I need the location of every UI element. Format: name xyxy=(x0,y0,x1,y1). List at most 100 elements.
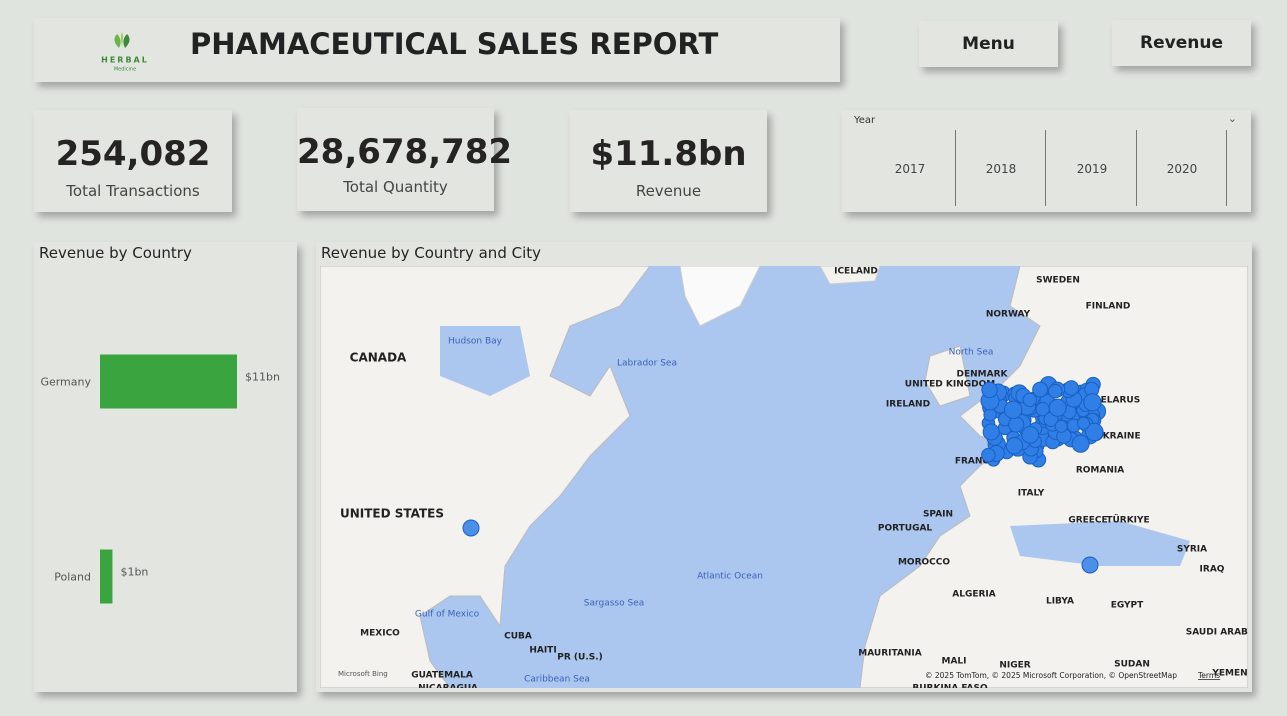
map-label: PR (U.S.) xyxy=(557,653,603,663)
city-bubble xyxy=(1048,398,1067,417)
map-label: Caribbean Sea xyxy=(524,675,590,685)
bar xyxy=(100,549,113,604)
map-label: PORTUGAL xyxy=(878,524,933,534)
city-bubble xyxy=(1032,381,1049,398)
map-label: MAURITANIA xyxy=(858,649,922,659)
map-label: EGYPT xyxy=(1111,601,1144,611)
map-terms[interactable]: Terms xyxy=(1197,671,1220,680)
city-bubble xyxy=(1021,425,1040,444)
map-label: SYRIA xyxy=(1177,545,1207,555)
map-label: LIBYA xyxy=(1046,597,1074,607)
menu-button[interactable]: Menu xyxy=(919,21,1058,67)
map-label: GREECE xyxy=(1068,516,1107,526)
map-label: GUATEMALA xyxy=(411,671,473,681)
map-label: MEXICO xyxy=(360,629,400,639)
bar xyxy=(100,354,237,409)
separator xyxy=(1136,130,1137,206)
kpi-value: 254,082 xyxy=(55,134,211,174)
map-label: YEMEN xyxy=(1211,669,1247,679)
map-label: UNITED STATES xyxy=(340,507,444,521)
map-label: SPAIN xyxy=(923,510,953,520)
greenland xyxy=(679,266,761,327)
kpi-value: $11.8bn xyxy=(590,134,747,174)
city-bubble xyxy=(1063,380,1079,396)
header: HERBAL Medicine PHAMACEUTICAL SALES REPO… xyxy=(34,18,840,82)
map-label: IRAQ xyxy=(1200,565,1225,575)
map-label: MALI xyxy=(941,657,966,667)
map-label: CUBA xyxy=(504,632,532,642)
mediterranean xyxy=(1010,521,1190,566)
map-label: ALGERIA xyxy=(952,590,996,600)
logo-subtext: Medicine xyxy=(114,67,136,73)
city-bubble xyxy=(1077,416,1091,430)
map-label: NICARAGUA xyxy=(418,684,478,689)
map-label: ITALY xyxy=(1018,489,1045,499)
city-bubble xyxy=(1054,419,1068,433)
map-label: ROMANIA xyxy=(1076,466,1124,476)
land xyxy=(320,266,651,688)
kpi-card: 254,082 Total Transactions xyxy=(34,110,232,212)
map-label: FRANCE xyxy=(955,457,995,467)
city-bubble xyxy=(1008,416,1025,433)
city-bubble xyxy=(1084,422,1104,442)
map-title: Revenue by Country and City xyxy=(321,244,542,262)
city-bubble xyxy=(982,423,1000,441)
map-attribution: © 2025 TomTom, © 2025 Microsoft Corporat… xyxy=(925,671,1177,680)
year-option[interactable]: 2018 xyxy=(985,162,1017,176)
kpi-label: Total Quantity xyxy=(343,178,448,196)
map-label: BURKINA FASO xyxy=(912,684,988,689)
category-label: Poland xyxy=(54,571,91,584)
map-label: Sargasso Sea xyxy=(584,599,645,609)
map-label: Gulf of Mexico xyxy=(415,610,480,620)
city-bubble xyxy=(1081,556,1099,574)
map-label: IRELAND xyxy=(886,400,930,410)
city-bubble xyxy=(1003,400,1023,420)
iceland xyxy=(819,266,881,285)
map-label: HAITI xyxy=(529,646,556,656)
logo-text: HERBAL xyxy=(101,56,149,65)
map-label: SUDAN xyxy=(1114,660,1150,670)
map-label: North Sea xyxy=(949,348,994,358)
city-bubble xyxy=(1083,393,1102,412)
map-label: SAUDI ARABIA xyxy=(1186,628,1248,638)
year-slicer: Year ⌄ 2017 2018 2019 2020 xyxy=(842,110,1251,212)
city-bubble xyxy=(1022,392,1038,408)
revenue-button[interactable]: Revenue xyxy=(1112,20,1251,66)
separator xyxy=(1226,130,1227,206)
category-label: Germany xyxy=(40,376,91,389)
map-label: Labrador Sea xyxy=(617,359,677,369)
map-label: NORWAY xyxy=(986,310,1031,320)
map-label: Atlantic Ocean xyxy=(697,572,763,582)
kpi-card: 28,678,782 Total Quantity xyxy=(297,108,513,211)
map-visual: Revenue by Country and City ICELAND SWEDE… xyxy=(316,242,1252,692)
separator xyxy=(955,130,956,206)
british-isles xyxy=(924,345,971,407)
map-label: UNITED KINGDOM xyxy=(905,380,995,390)
city-bubble xyxy=(462,519,480,537)
report-title: PHAMACEUTICAL SALES REPORT xyxy=(190,27,719,61)
map-brand: Microsoft Bing xyxy=(338,670,388,678)
map-label: TÜRKIYE xyxy=(1106,515,1149,526)
map: ICELAND SWEDEN FINLAND NORWAY CANADA Hudson B… xyxy=(320,266,1248,688)
separator xyxy=(1045,130,1046,206)
chart-title: Revenue by Country xyxy=(39,244,192,262)
map-label: BELARUS xyxy=(1094,396,1140,406)
kpi-value: 28,678,782 xyxy=(297,132,513,172)
map-label: UKRAINE xyxy=(1095,432,1140,442)
year-option[interactable]: 2019 xyxy=(1076,162,1108,176)
slicer-dropdown[interactable]: ⌄ xyxy=(1227,112,1237,125)
land xyxy=(859,266,1248,688)
map-label: FINLAND xyxy=(1086,302,1131,312)
year-option[interactable]: 2017 xyxy=(894,162,926,176)
city-bubble xyxy=(981,447,996,463)
kpi-label: Revenue xyxy=(635,182,702,200)
year-option[interactable]: 2020 xyxy=(1166,162,1198,176)
bay xyxy=(440,326,530,396)
bar-visual: Revenue by Country Germany $11bn Poland $1b… xyxy=(34,242,297,692)
map-label: DENMARK xyxy=(957,370,1009,380)
city-bubble xyxy=(1071,434,1090,453)
slicer-title: Year xyxy=(854,115,876,126)
kpi-card: $11.8bn Revenue xyxy=(570,110,767,212)
city-bubble xyxy=(981,381,998,399)
